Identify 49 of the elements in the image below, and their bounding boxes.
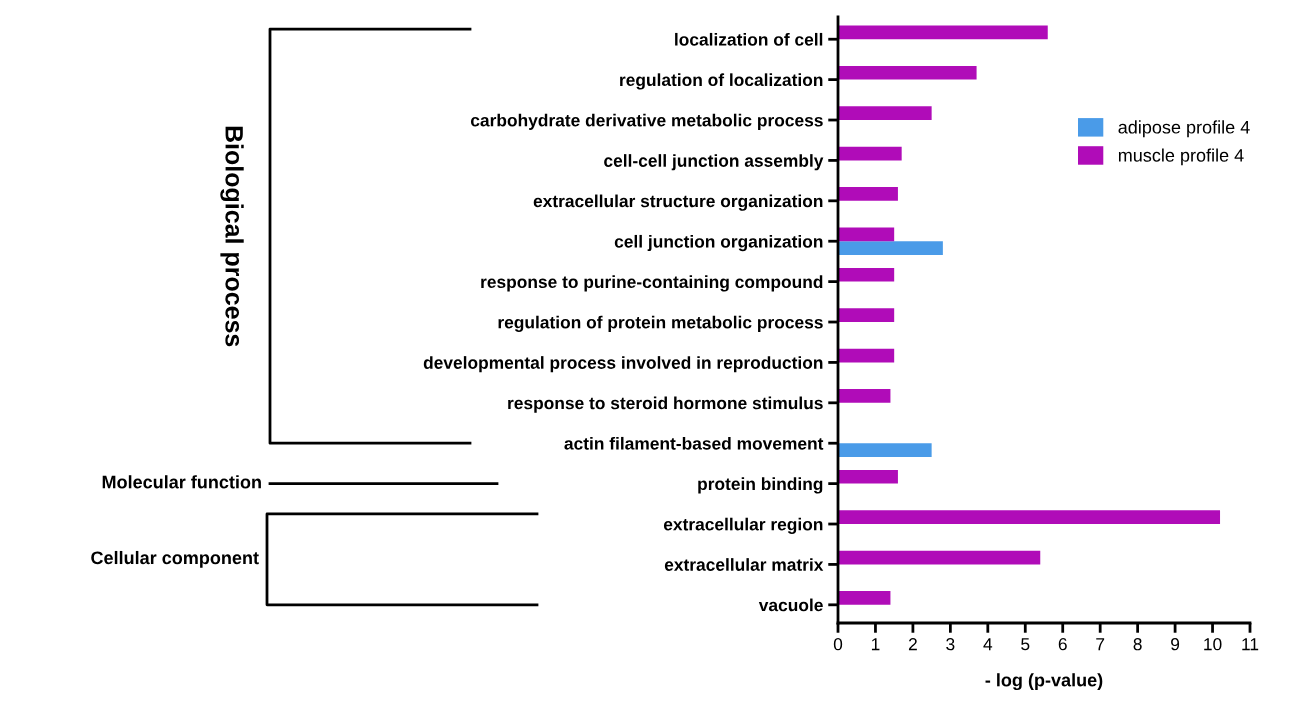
- bar: [838, 227, 895, 242]
- bar: [838, 106, 932, 121]
- bar: [838, 510, 1221, 525]
- x-tick-label: 9: [1171, 638, 1180, 651]
- y-tick-label: cell-cell junction assembly: [604, 154, 824, 171]
- y-tick-label: developmental process involved in reproduction: [423, 356, 823, 373]
- x-tick-label: 5: [1021, 638, 1030, 651]
- y-tick-label: regulation of localization: [620, 73, 823, 90]
- y-tick-label: regulation of protein metabolic process: [498, 315, 823, 332]
- x-tick-label: 11: [1242, 638, 1259, 651]
- bar: [838, 241, 943, 255]
- y-tick-label: response to steroid hormone stimulus: [508, 396, 823, 413]
- y-tick-label: extracellular structure organization: [533, 194, 823, 211]
- x-tick-label: 3: [946, 638, 955, 651]
- legend-label: adipose profile 4: [1118, 120, 1250, 138]
- bar: [838, 550, 1041, 565]
- y-tick-label: response to purine-containing compound: [481, 275, 823, 292]
- y-tick-label: extracellular matrix: [664, 558, 824, 571]
- y-tick-label: actin filament-based movement: [564, 436, 824, 450]
- bar: [838, 267, 895, 282]
- y-tick-label: localization of cell: [675, 32, 823, 46]
- bar: [838, 308, 895, 323]
- bar: [838, 25, 1048, 40]
- x-tick-label: 4: [983, 638, 993, 651]
- text: Molecular function: [102, 475, 261, 489]
- bar: [838, 389, 891, 403]
- x-tick-label: 2: [908, 638, 917, 651]
- legend-label: muscle profile 4: [1118, 148, 1244, 166]
- x-tick-label: 6: [1058, 638, 1067, 651]
- y-tick-label: protein binding: [698, 477, 823, 494]
- y-tick-label: carbohydrate derivative metabolic process: [470, 113, 823, 130]
- bar: [838, 187, 898, 201]
- y-tick-label: cell junction organization: [614, 234, 823, 252]
- y-tick-label: extracellular region: [663, 517, 823, 534]
- bar: [838, 591, 891, 605]
- x-tick-label: 0: [833, 638, 843, 651]
- bar: [838, 469, 898, 484]
- x-tick-label: 7: [1096, 638, 1105, 651]
- x-tick-label: 8: [1133, 638, 1142, 651]
- bar: [838, 146, 902, 161]
- bar: [838, 348, 895, 363]
- bar: [838, 65, 977, 80]
- y-tick-label: vacuole: [758, 598, 823, 612]
- x-axis-title: - log (p-value): [985, 673, 1103, 691]
- bar: [838, 443, 932, 457]
- x-tick-label: 1: [871, 638, 880, 651]
- text: Biological process: [220, 126, 244, 347]
- text: Cellular component: [91, 550, 259, 568]
- x-tick-label: 10: [1204, 638, 1222, 651]
